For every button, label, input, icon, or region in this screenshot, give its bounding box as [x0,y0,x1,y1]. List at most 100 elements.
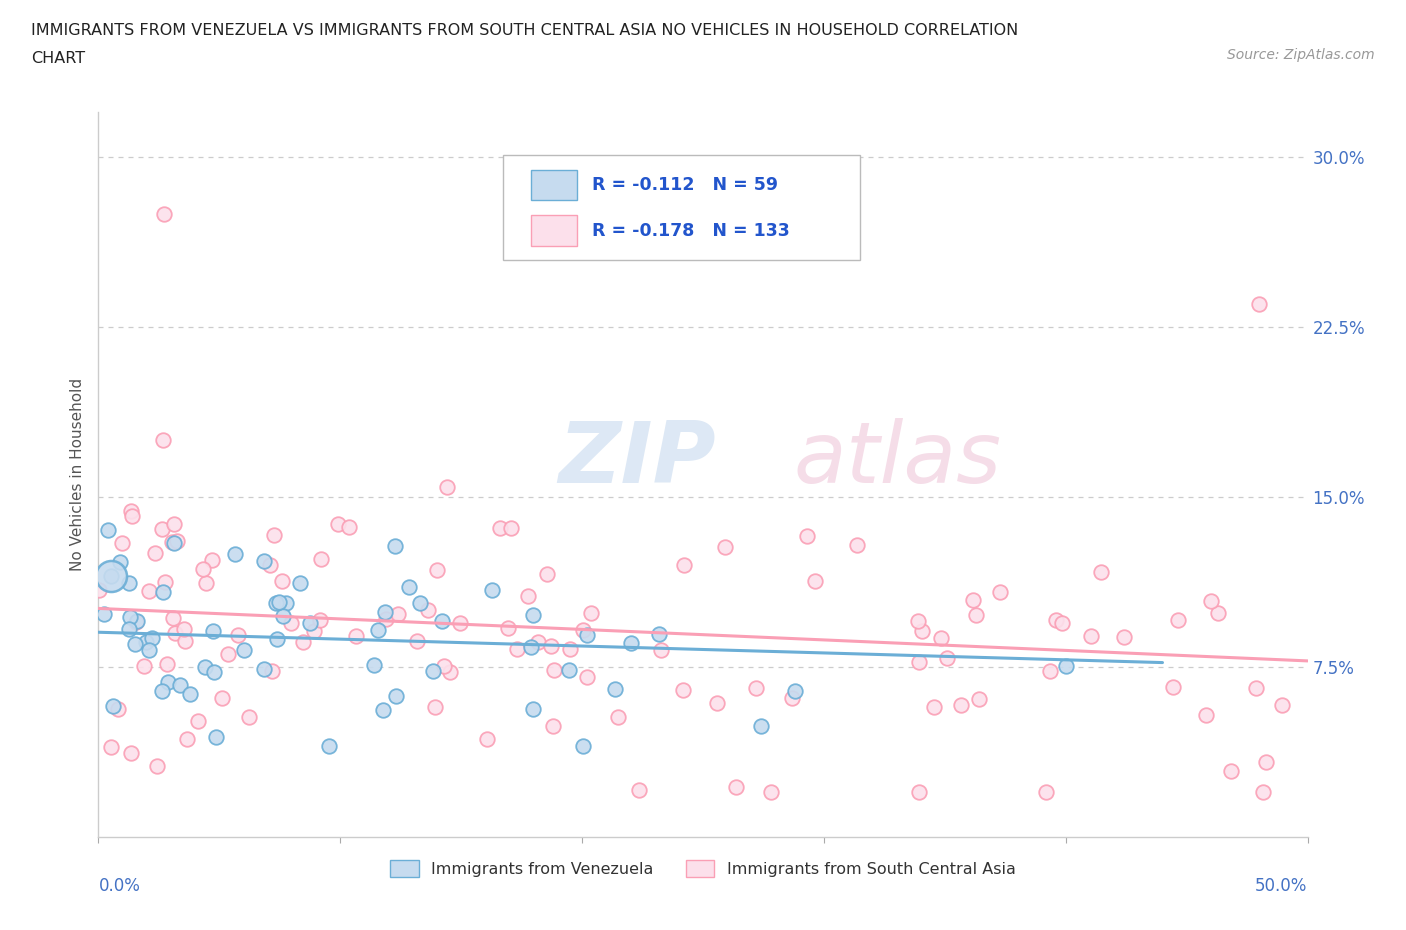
Point [575,628,598,643]
Point [217,646,239,661]
Point [489,521,512,536]
Point [673,558,696,573]
Point [89,582,111,597]
Point [560,642,582,657]
Point [290,576,312,591]
Point [908,784,931,799]
Point [607,710,630,724]
Point [422,663,444,678]
Point [304,623,326,638]
Point [146,759,169,774]
Point [1254,754,1277,769]
Point [291,634,314,649]
Point [163,536,186,551]
Point [433,658,456,673]
Point [908,655,931,670]
Point [406,633,429,648]
Point [367,622,389,637]
Text: atlas: atlas [793,418,1001,501]
Point [761,784,783,799]
Point [1045,613,1067,628]
Point [100,569,122,584]
Point [120,746,142,761]
Point [965,607,987,622]
Point [967,691,990,706]
Point [150,522,173,537]
Point [907,614,929,629]
Point [1199,593,1222,608]
Point [481,582,503,597]
Text: 50.0%: 50.0% [1256,877,1308,895]
Point [1167,612,1189,627]
Point [1090,565,1112,580]
Point [233,643,256,658]
Point [121,508,143,523]
Point [650,643,672,658]
Point [141,631,163,645]
Point [110,554,132,569]
Point [672,682,695,697]
Point [796,529,818,544]
Point [374,604,396,619]
Point [430,614,453,629]
Point [309,612,332,627]
Point [135,634,157,649]
Point [202,665,225,680]
Point [155,656,177,671]
Point [929,631,952,645]
Point [475,732,498,747]
Point [117,621,139,636]
Point [201,553,224,568]
Text: Source: ZipAtlas.com: Source: ZipAtlas.com [1227,48,1375,62]
Point [1114,630,1136,644]
Point [1253,784,1275,799]
Point [506,641,529,656]
Point [262,663,284,678]
Point [138,584,160,599]
Point [187,713,209,728]
Point [191,562,214,577]
Point [211,691,233,706]
Point [950,698,973,712]
Point [846,538,869,552]
Point [259,557,281,572]
Point [579,605,602,620]
Point [267,594,290,609]
Point [572,738,595,753]
Point [782,690,804,705]
Point [374,611,396,626]
Point [173,622,195,637]
Point [264,595,287,610]
Point [194,659,217,674]
Point [179,686,201,701]
Point [299,616,322,631]
Point [153,575,176,590]
Point [557,662,579,677]
Point [603,682,626,697]
Point [371,702,394,717]
Point [194,576,217,591]
Point [169,677,191,692]
Text: ZIP: ZIP [558,418,716,501]
Point [1035,784,1057,799]
Point [266,631,288,646]
Point [270,574,292,589]
Point [201,624,224,639]
Point [263,527,285,542]
Text: CHART: CHART [31,51,84,66]
Point [166,533,188,548]
Point [449,616,471,631]
Point [425,563,447,578]
Point [152,206,174,221]
Point [1038,664,1060,679]
Point [541,719,564,734]
Point [163,517,186,532]
Point [132,659,155,674]
Point [150,683,173,698]
Point [725,779,748,794]
Point [803,574,825,589]
Y-axis label: No Vehicles in Household: No Vehicles in Household [70,378,86,571]
Text: 0.0%: 0.0% [98,877,141,895]
Point [522,608,544,623]
Point [118,609,141,624]
